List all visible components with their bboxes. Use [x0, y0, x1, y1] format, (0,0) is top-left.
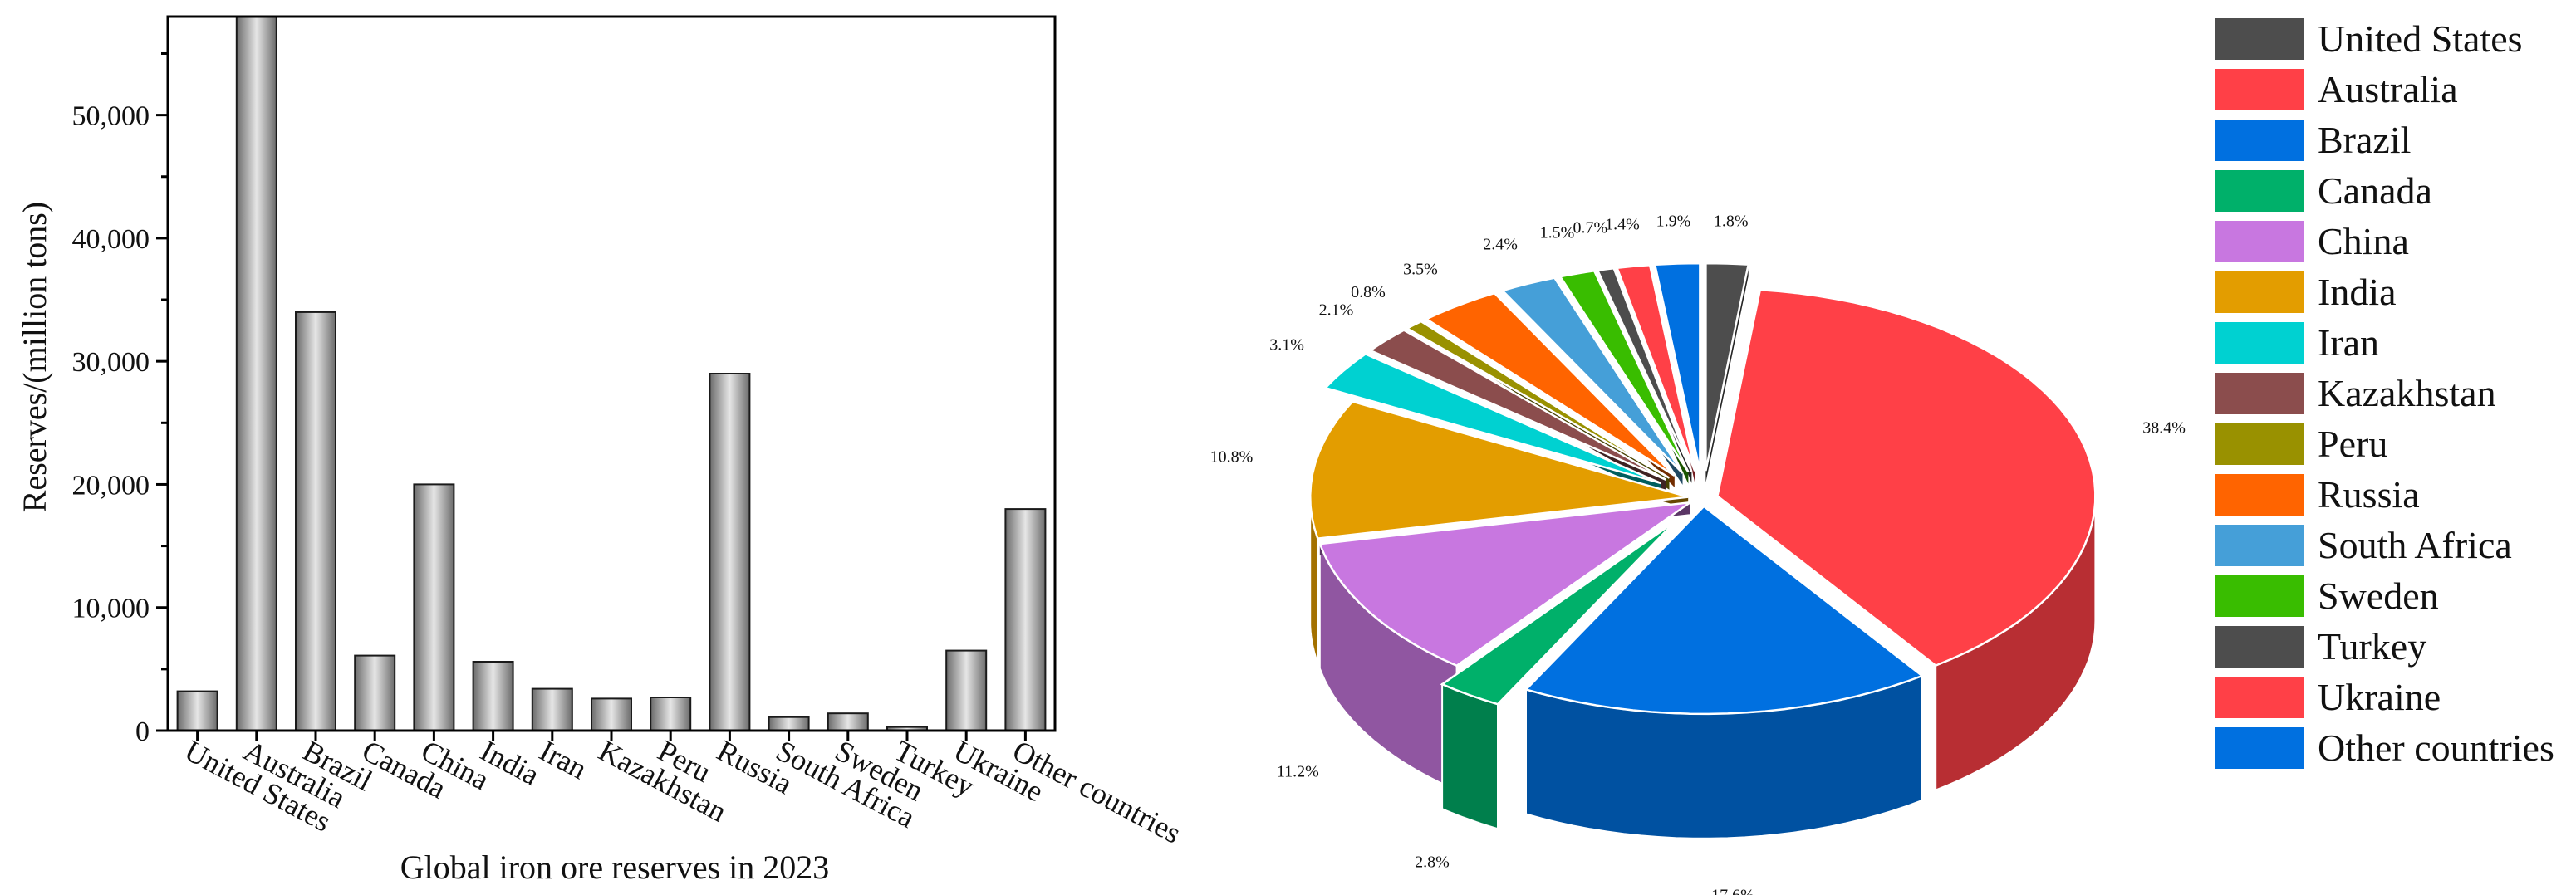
legend-label: Brazil: [2318, 119, 2411, 161]
legend-swatch: [2215, 271, 2304, 313]
legend-swatch: [2215, 120, 2304, 161]
y-tick-label: 40,000: [72, 224, 150, 255]
bar-other-countries: [1004, 508, 1047, 731]
bar-india: [472, 661, 514, 731]
y-tick-label: 30,000: [72, 347, 150, 378]
legend-swatch: [2215, 423, 2304, 465]
legend-swatch: [2215, 626, 2304, 668]
pie-slice-kazakhstan: [1368, 329, 1667, 481]
pie-slice-south-africa: [1500, 276, 1684, 474]
pie-value-label: 2.1%: [1319, 301, 1354, 319]
pie-slice-turkey: [1596, 267, 1693, 472]
pie-slice-india: [1308, 400, 1689, 540]
bar-south-africa: [768, 716, 810, 732]
legend-swatch: [2215, 69, 2304, 110]
legend-label: Peru: [2318, 423, 2387, 465]
legend-swatch: [2215, 373, 2304, 414]
bar-united-states: [176, 690, 218, 731]
pie-value-label: 38.4%: [2142, 419, 2186, 438]
pie-slice-canada: [1440, 520, 1677, 706]
bar-chart: 0 10,000 20,000 30,000 40,000 50,000 United S…: [16, 15, 1186, 886]
y-tick-label: 20,000: [72, 470, 150, 501]
legend-label: Kazakhstan: [2318, 372, 2496, 414]
pie-slice-china: [1317, 501, 1691, 668]
legend-label: Canada: [2318, 169, 2432, 212]
pie-value-labels: 1.8% 38.4% 17.6% 2.8% 11.2% 10.8% 3.1% 2.1%0.8%…: [1210, 213, 2186, 895]
pie-value-label: 17.6%: [1711, 886, 1754, 895]
pie-value-label: 11.2%: [1277, 762, 1319, 780]
y-tick-label: 50,000: [72, 101, 150, 132]
pie-slice-iran: [1323, 352, 1662, 485]
bar-russia: [709, 373, 751, 731]
x-axis: United StatesAustraliaBrazilCanadaChinaI…: [179, 731, 1186, 850]
y-tick-label: 10,000: [72, 594, 150, 624]
legend-label: China: [2318, 220, 2409, 262]
legend-swatch: [2215, 575, 2304, 617]
legend-label: Russia: [2318, 473, 2420, 516]
legend-label: Other countries: [2318, 726, 2554, 769]
bar-iran: [531, 687, 573, 731]
legend-swatch: [2215, 727, 2304, 769]
legend-swatch: [2215, 322, 2304, 364]
pie-slice-sweden: [1558, 269, 1690, 473]
legend-label: Ukraine: [2318, 676, 2441, 718]
pie-value-label: 0.8%: [1351, 283, 1386, 301]
pie-value-label: 2.8%: [1415, 853, 1450, 872]
pie-slices: [1308, 262, 2097, 716]
bar-australia: [235, 16, 277, 731]
legend-swatch: [2215, 474, 2304, 516]
legend-label: India: [2318, 271, 2397, 313]
pie-slice-australia: [1716, 288, 2097, 668]
legend-swatch: [2215, 677, 2304, 718]
pie-slice-united-states: [1705, 262, 1750, 472]
bar-brazil: [295, 311, 336, 731]
bar-peru: [650, 697, 692, 731]
bar-ukraine: [945, 649, 988, 731]
bar-sweden: [827, 712, 869, 732]
bar-canada: [354, 654, 396, 731]
legend-swatch: [2215, 525, 2304, 566]
pie-slice-peru: [1405, 320, 1671, 479]
legend-swatch: [2215, 221, 2304, 262]
pie-value-label: 1.8%: [1714, 213, 1749, 231]
y-axis: 0 10,000 20,000 30,000 40,000 50,000: [72, 15, 1057, 747]
x-axis-title: Global iron ore reserves in 2023: [400, 849, 830, 886]
y-tick-label: 0: [135, 716, 150, 747]
pie-value-label: 0.7%: [1573, 219, 1607, 237]
pie-value-label: 1.5%: [1540, 224, 1575, 242]
pie-slice-other-countries: [1653, 262, 1701, 472]
legend-swatch: [2215, 170, 2304, 212]
bar-china: [413, 483, 455, 732]
legend-label: South Africa: [2318, 524, 2512, 566]
pie-value-label: 1.9%: [1656, 213, 1691, 231]
bar-kazakhstan: [591, 697, 632, 732]
pie-value-label: 3.5%: [1403, 261, 1438, 279]
pie-slice-russia: [1424, 291, 1676, 477]
legend-label: United States: [2318, 17, 2523, 60]
legend-label: Sweden: [2318, 575, 2439, 617]
legend-label: Australia: [2318, 68, 2458, 110]
pie-side-canada: [1441, 682, 1499, 830]
legend-label: Iran: [2318, 321, 2379, 364]
x-tick-label: Iran: [534, 734, 592, 786]
legend: United States Australia Brazil Canada China I…: [2215, 17, 2554, 769]
legend-label: Turkey: [2318, 625, 2426, 668]
pie-chart: 1.8% 38.4% 17.6% 2.8% 11.2% 10.8% 3.1% 2.1%0.8%…: [1210, 213, 2186, 895]
pie-value-label: 3.1%: [1269, 336, 1304, 355]
pie-slice-ukraine: [1615, 263, 1696, 472]
legend-swatch: [2215, 18, 2304, 60]
pie-value-label: 1.4%: [1605, 215, 1640, 233]
pie-slice-brazil: [1524, 505, 1925, 716]
y-axis-title: Reserves/(million tons): [16, 202, 53, 512]
pie-value-label: 10.8%: [1210, 448, 1254, 467]
pie-value-label: 2.4%: [1483, 236, 1518, 254]
bar-series: [176, 16, 1047, 732]
